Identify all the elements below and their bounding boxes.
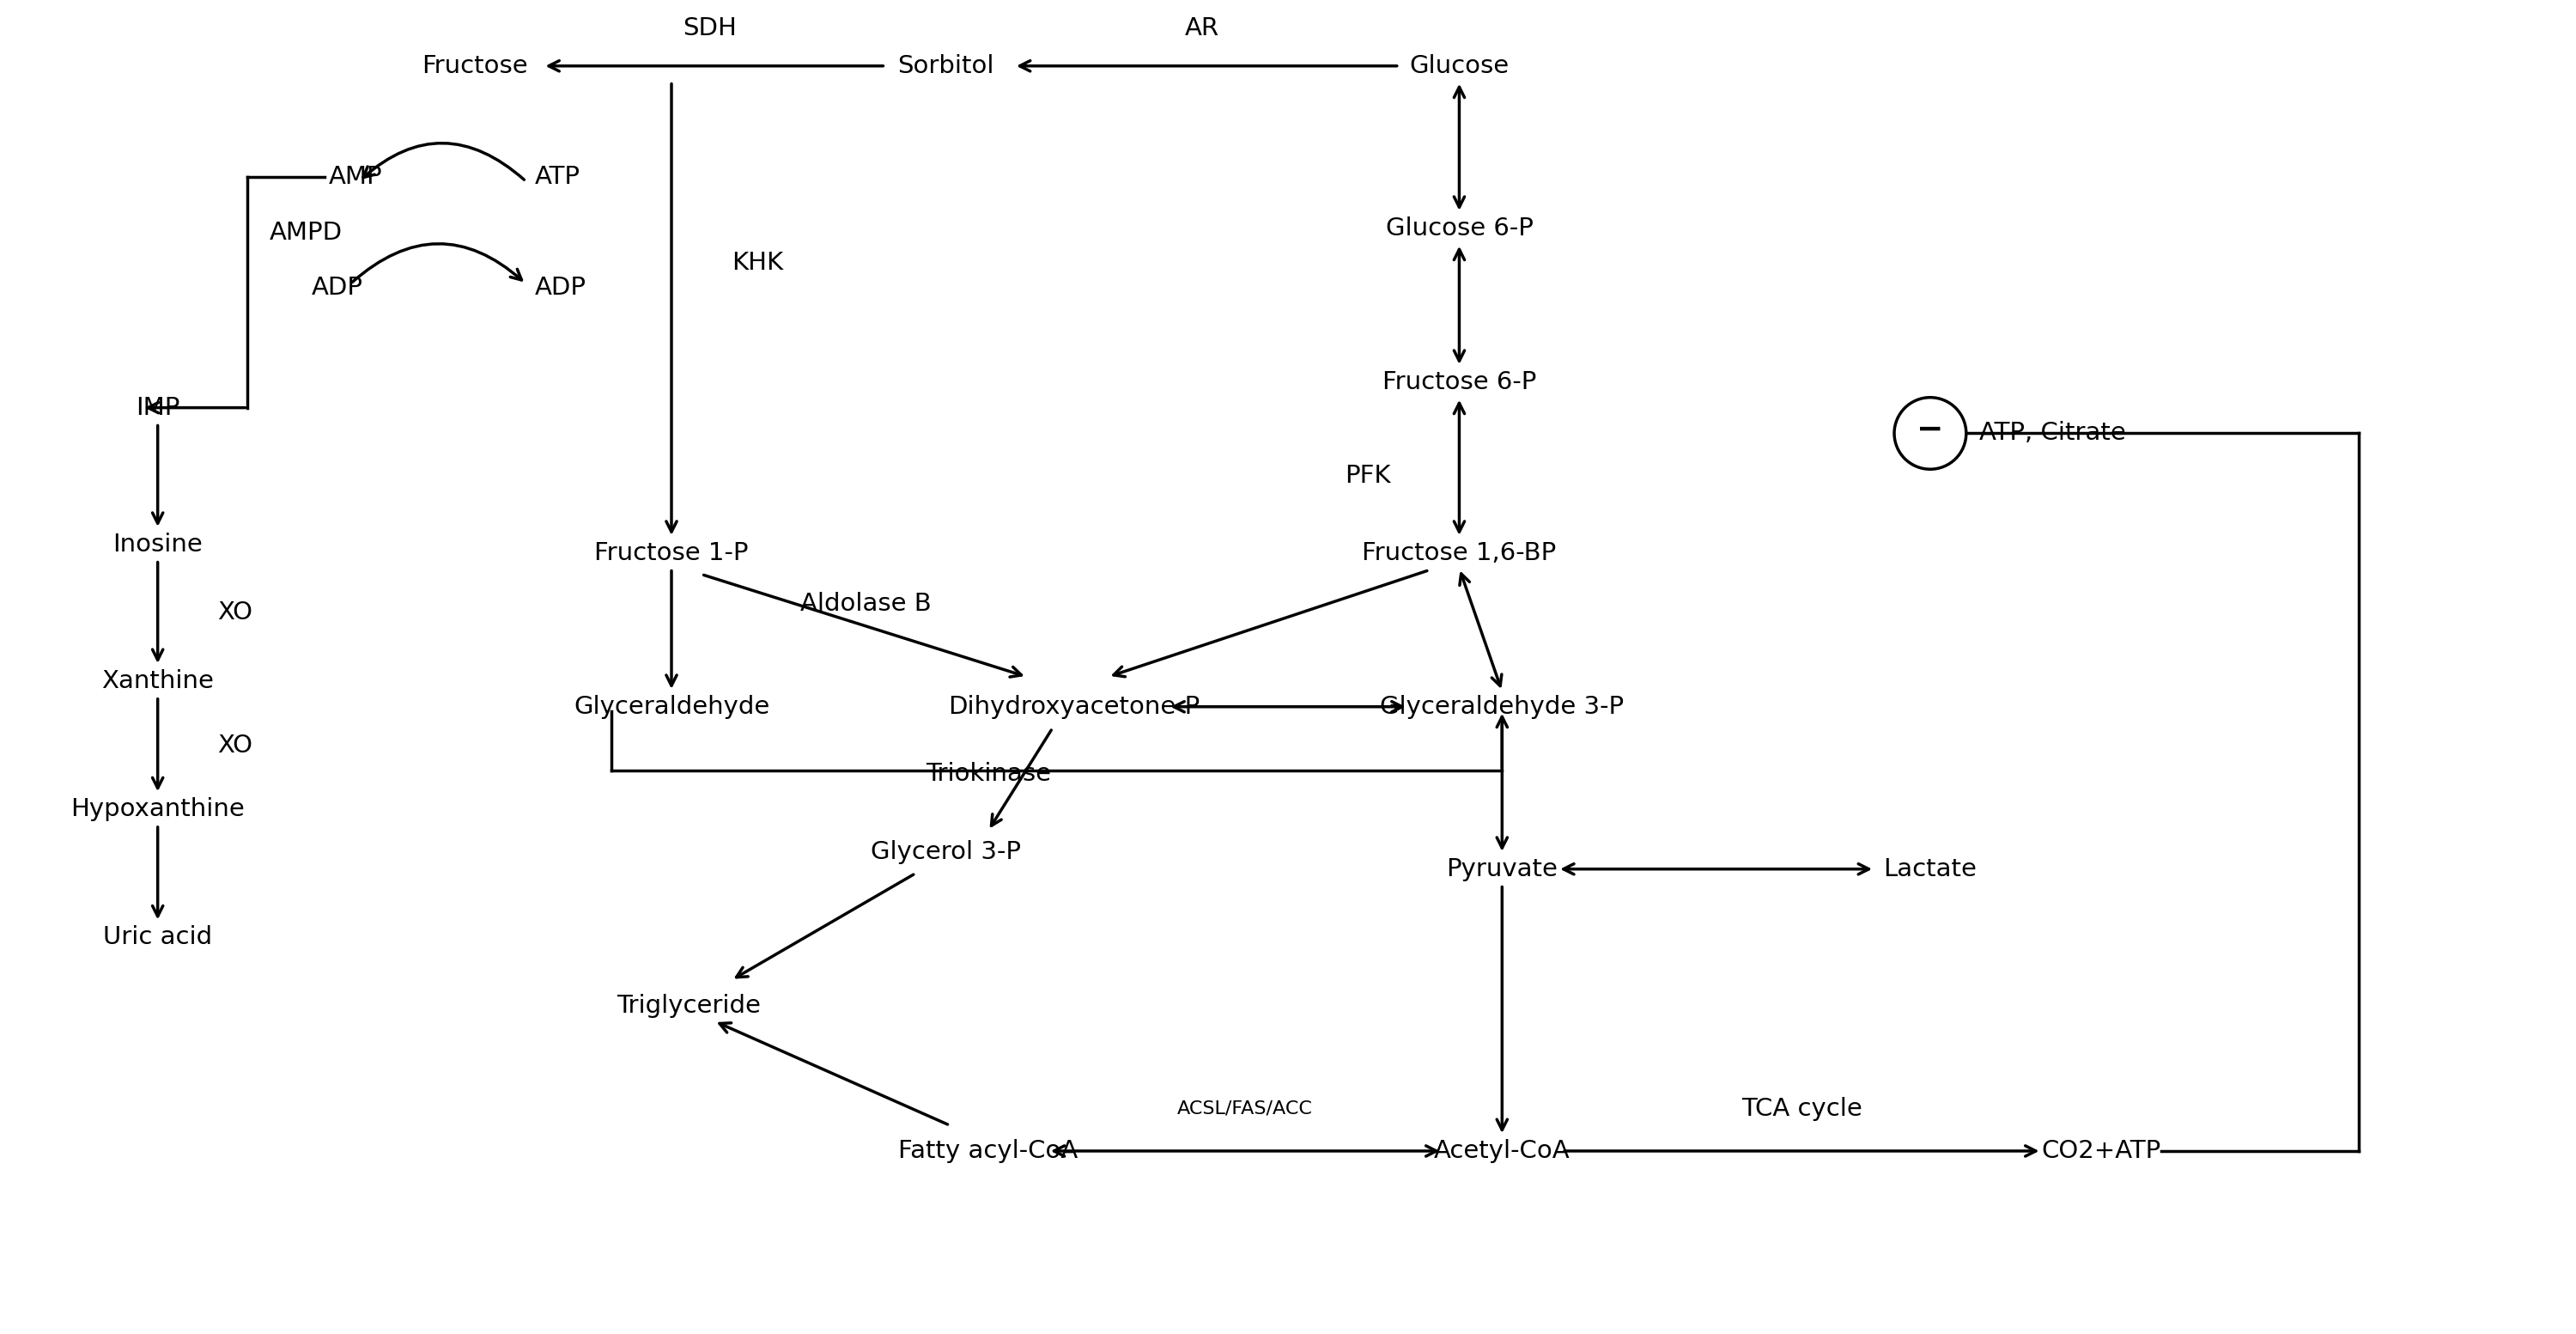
Text: Fructose 1,6-BP: Fructose 1,6-BP [1363, 540, 1556, 566]
Text: Lactate: Lactate [1883, 856, 1976, 880]
Text: Fructose 6-P: Fructose 6-P [1383, 370, 1535, 394]
Text: Fructose: Fructose [422, 53, 528, 77]
Text: AMPD: AMPD [268, 220, 343, 244]
Text: PFK: PFK [1345, 464, 1391, 488]
Text: AR: AR [1185, 16, 1218, 40]
Text: Triokinase: Triokinase [925, 762, 1051, 786]
Text: Dihydroxyacetone-P: Dihydroxyacetone-P [948, 695, 1200, 719]
Text: ACSL/FAS/ACC: ACSL/FAS/ACC [1177, 1099, 1314, 1117]
Text: XO: XO [216, 600, 252, 624]
Text: Glyceraldehyde: Glyceraldehyde [574, 695, 770, 719]
Text: Xanthine: Xanthine [100, 670, 214, 694]
Text: ATP: ATP [533, 165, 580, 189]
Text: Aldolase B: Aldolase B [801, 592, 930, 616]
Text: Inosine: Inosine [113, 532, 204, 556]
Text: −: − [1917, 415, 1945, 446]
Text: XO: XO [216, 734, 252, 758]
Text: Fructose 1-P: Fructose 1-P [595, 540, 750, 566]
Text: Hypoxanthine: Hypoxanthine [70, 798, 245, 822]
Text: TCA cycle: TCA cycle [1741, 1097, 1862, 1121]
Text: CO2+ATP: CO2+ATP [2043, 1139, 2161, 1163]
Text: Uric acid: Uric acid [103, 926, 211, 950]
Text: SDH: SDH [683, 16, 737, 40]
Text: Glycerol 3-P: Glycerol 3-P [871, 840, 1020, 864]
Text: Acetyl-CoA: Acetyl-CoA [1435, 1139, 1571, 1163]
Text: Pyruvate: Pyruvate [1445, 856, 1558, 880]
Text: Fatty acyl-CoA: Fatty acyl-CoA [899, 1139, 1079, 1163]
Text: ATP, Citrate: ATP, Citrate [1978, 422, 2125, 446]
Text: ADP: ADP [533, 276, 585, 300]
Text: Glyceraldehyde 3-P: Glyceraldehyde 3-P [1381, 695, 1623, 719]
Text: KHK: KHK [732, 251, 783, 275]
Text: ADP: ADP [312, 276, 363, 300]
Text: Glucose: Glucose [1409, 53, 1510, 77]
Text: Sorbitol: Sorbitol [896, 53, 994, 77]
Text: AMP: AMP [330, 165, 384, 189]
Text: IMP: IMP [137, 396, 180, 420]
Text: Glucose 6-P: Glucose 6-P [1386, 216, 1533, 240]
Text: Triglyceride: Triglyceride [616, 994, 760, 1018]
